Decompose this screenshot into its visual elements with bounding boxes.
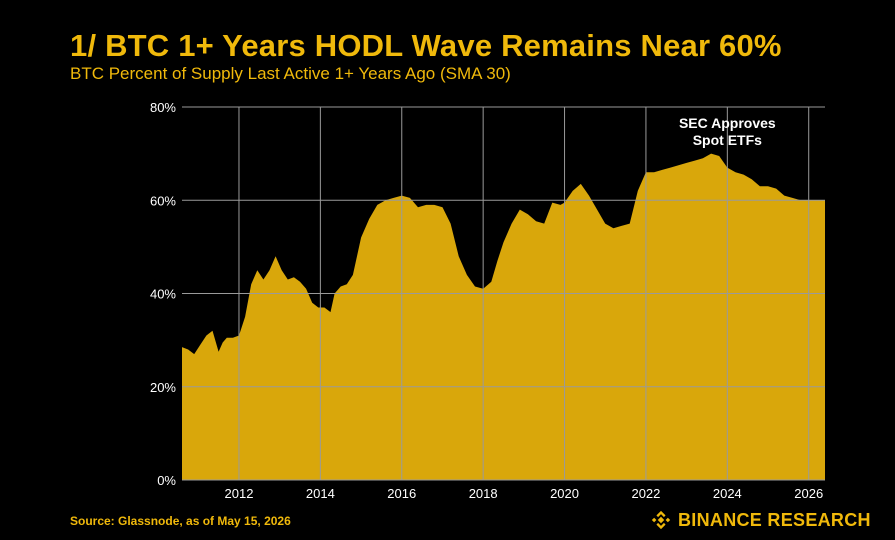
- x-tick-label: 2014: [306, 486, 335, 501]
- chart-title: 1/ BTC 1+ Years HODL Wave Remains Near 6…: [70, 28, 782, 63]
- x-tick-label: 2012: [225, 486, 254, 501]
- annotation-sec-etf: SEC Approves Spot ETFs: [679, 115, 776, 148]
- brand-name: BINANCE RESEARCH: [678, 509, 871, 530]
- x-tick-label: 2016: [387, 486, 416, 501]
- brand: BINANCE RESEARCH: [650, 509, 871, 531]
- annotation-line: Spot ETFs: [693, 132, 762, 148]
- y-tick-label: 20%: [150, 380, 176, 395]
- x-tick-label: 2026: [794, 486, 823, 501]
- x-tick-label: 2020: [550, 486, 579, 501]
- y-tick-label: 0%: [157, 473, 176, 488]
- y-tick-label: 40%: [150, 287, 176, 302]
- y-tick-label: 60%: [150, 193, 176, 208]
- binance-logo-icon: [651, 510, 671, 530]
- x-tick-label: 2018: [469, 486, 498, 501]
- series-area: [182, 153, 825, 480]
- x-tick-label: 2024: [713, 486, 742, 501]
- chart-subtitle: BTC Percent of Supply Last Active 1+ Yea…: [70, 64, 511, 83]
- y-tick-label: 80%: [150, 100, 176, 115]
- annotation-line: SEC Approves: [679, 115, 776, 131]
- x-tick-label: 2022: [631, 486, 660, 501]
- source-note: Source: Glassnode, as of May 15, 2026: [70, 514, 291, 528]
